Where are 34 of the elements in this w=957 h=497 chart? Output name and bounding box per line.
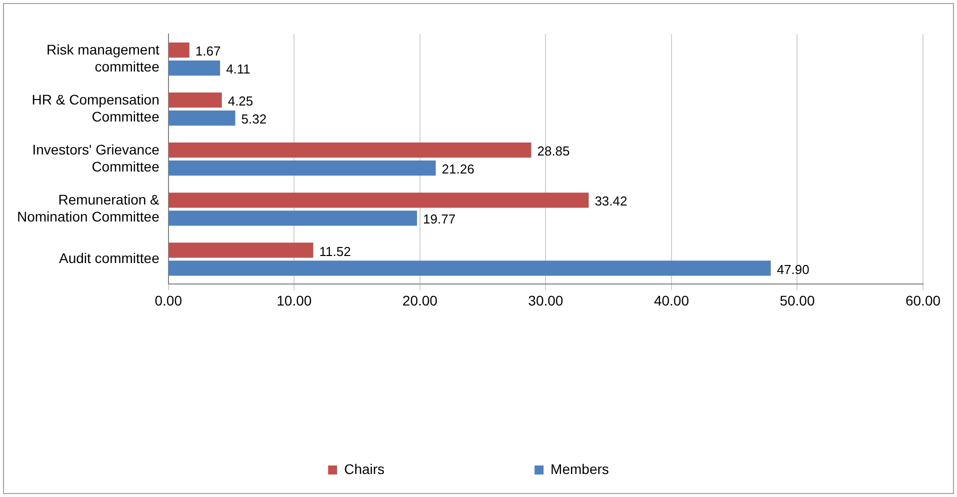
y-tick-label: HR & Compensation Committee: [32, 92, 160, 124]
bar: [168, 160, 436, 176]
data-label: 28.85: [537, 144, 570, 159]
x-tick-label: 30.00: [528, 292, 564, 308]
data-label: 1.67: [195, 44, 221, 59]
data-label: 4.25: [228, 94, 254, 109]
x-tick-label: 60.00: [905, 292, 941, 308]
x-tick-label: 0.00: [154, 292, 182, 308]
bar: [168, 260, 771, 276]
bar: [168, 192, 589, 208]
bar: [168, 242, 314, 258]
bar: [168, 110, 236, 126]
legend-label: Chairs: [344, 460, 385, 477]
bar: [168, 142, 532, 158]
y-tick-label: Investors' Grievance Committee: [32, 142, 160, 174]
bar: [168, 210, 418, 226]
x-tick-label: 50.00: [780, 292, 815, 308]
y-tick-label: Remuneration & Nomination Committee: [16, 192, 160, 224]
y-tick-label: Audit committee: [59, 250, 160, 266]
x-tick-label: 10.00: [276, 292, 312, 308]
bar: [168, 42, 190, 58]
y-tick-label: Risk management committee: [46, 41, 160, 74]
data-label: 11.52: [319, 244, 351, 259]
data-label: 5.32: [241, 112, 267, 127]
data-label: 21.26: [442, 162, 474, 177]
data-label: 47.90: [776, 262, 810, 277]
data-label: 33.42: [594, 194, 628, 209]
bar: [168, 60, 220, 76]
bar: [168, 92, 222, 108]
x-tick-label: 40.00: [654, 292, 690, 308]
data-label: 19.77: [423, 212, 456, 227]
legend-label: Members: [550, 460, 609, 477]
data-label: 4.11: [226, 62, 250, 77]
x-tick-label: 20.00: [402, 292, 438, 308]
